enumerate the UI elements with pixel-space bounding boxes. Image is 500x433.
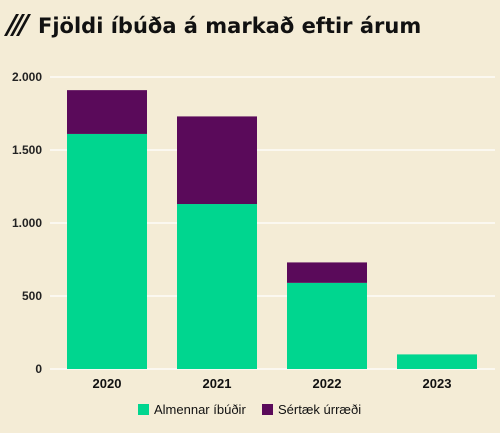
x-tick-label: 2022 [313,376,342,391]
bar-2023-series-1 [397,354,477,369]
diagonal-stripes-icon [4,14,31,36]
legend-label: Sértæk úrræði [278,402,361,417]
bar-2021-series-2 [177,116,257,205]
bar-2020-series-1 [67,133,147,369]
bar-2022-series-2 [287,262,367,283]
y-tick-label: 2.000 [12,70,42,84]
x-tick-label: 2020 [93,376,122,391]
x-axis-ticks: 2020 2021 2022 2023 [93,376,452,391]
x-tick-label: 2023 [423,376,452,391]
y-tick-label: 1.000 [12,216,42,230]
x-tick-label: 2021 [203,376,232,391]
bars [67,90,477,369]
bar-2021-series-1 [177,204,257,369]
chart-title: Fjöldi íbúða á markað eftir árum [38,14,421,38]
bar-2020-series-2 [67,90,147,134]
y-tick-label: 500 [22,289,42,303]
y-axis-ticks: 0 500 1.000 1.500 2.000 [12,70,42,376]
y-tick-label: 0 [35,362,42,376]
bar-2022-series-1 [287,282,367,369]
legend-swatch [138,404,149,415]
y-tick-label: 1.500 [12,143,42,157]
legend-swatch [262,404,273,415]
legend: Almennar íbúðir Sértæk úrræði [138,402,361,417]
legend-label: Almennar íbúðir [154,402,246,417]
